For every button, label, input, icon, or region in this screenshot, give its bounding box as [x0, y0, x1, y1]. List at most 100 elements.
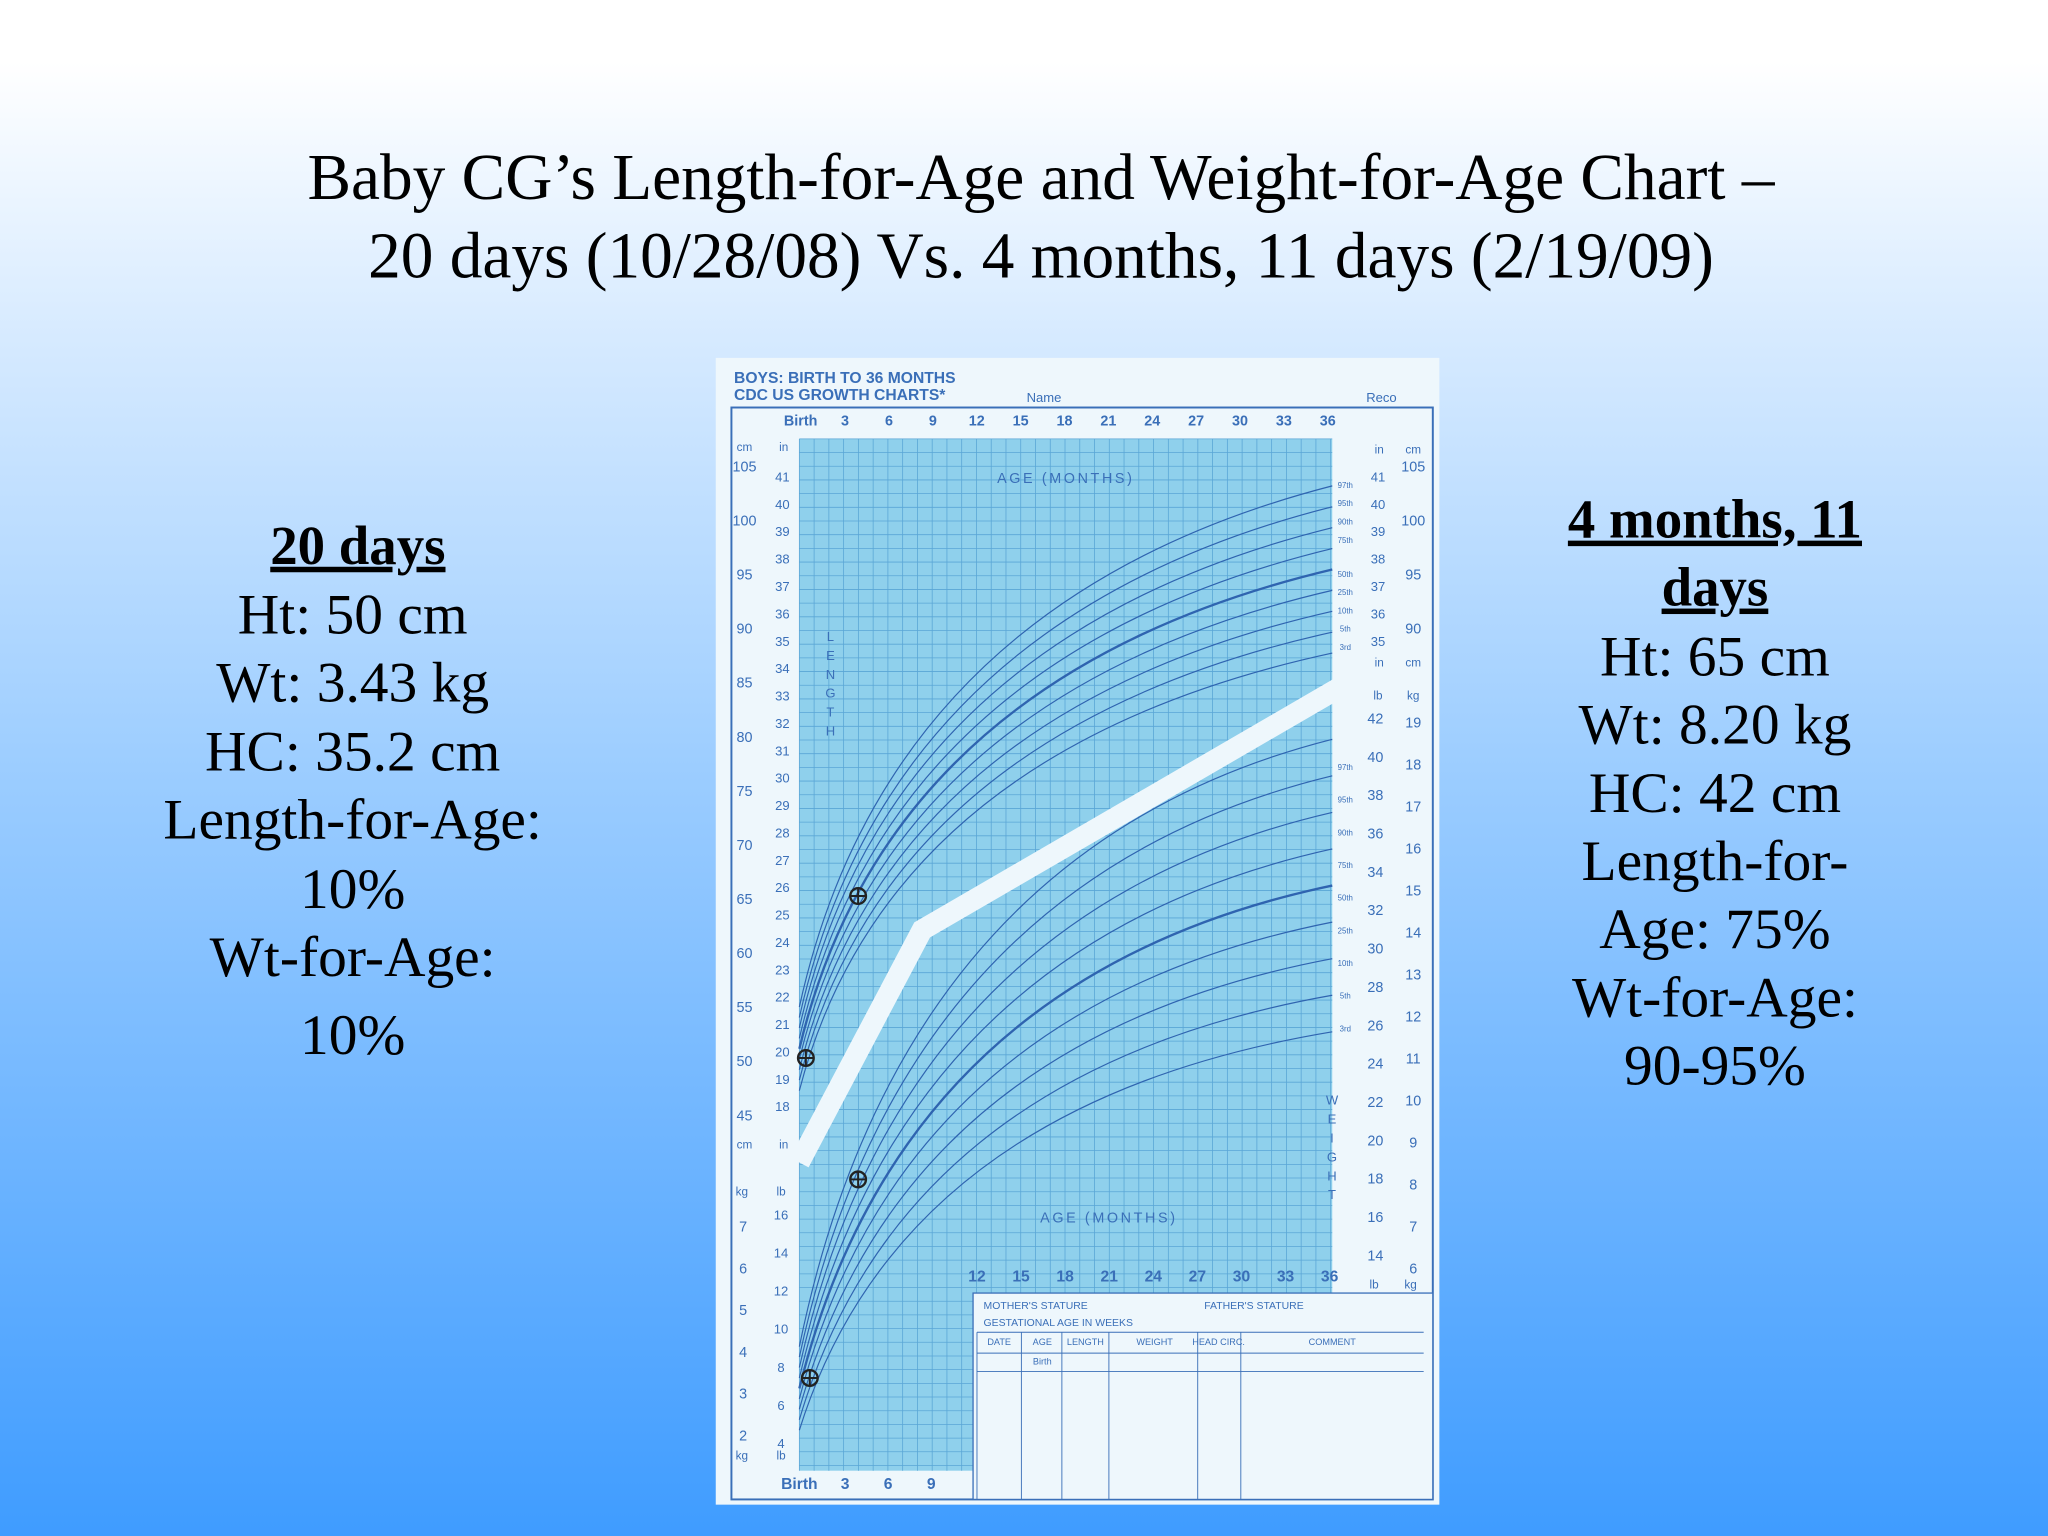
- percentile-label: 3rd: [1340, 1024, 1351, 1033]
- tick-label: 45: [736, 1108, 752, 1124]
- measurement-mark: [801, 1370, 818, 1386]
- panel-line: HC: 35.2 cm: [205, 721, 500, 784]
- tick-label: 2: [739, 1429, 747, 1445]
- table-header: HEAD CIRC.: [1192, 1337, 1245, 1347]
- panel-line: Length-for-Age:: [163, 789, 542, 852]
- measurement-mark: [850, 1171, 866, 1188]
- tick-label: 16: [774, 1207, 789, 1222]
- percentile-label: 3rd: [1340, 643, 1351, 652]
- panel-line: 10%: [300, 1004, 405, 1067]
- age-label: 9: [927, 1476, 936, 1493]
- tick-label: 30: [1367, 942, 1383, 958]
- tick-label: 34: [775, 661, 790, 676]
- tick-label: 60: [736, 946, 752, 962]
- weight-curve: [798, 738, 1333, 1347]
- tick-label: 75: [736, 784, 752, 800]
- panel-heading: 4 months, 11: [1568, 489, 1862, 550]
- tick-label: 70: [736, 838, 752, 854]
- tick-label: 3: [739, 1387, 747, 1403]
- growth-chart: [715, 357, 1440, 1505]
- length-curve: [798, 568, 1333, 1050]
- tick-label: 40: [1371, 497, 1386, 512]
- weight-curve: [798, 848, 1333, 1379]
- panel-heading: days: [1662, 557, 1769, 618]
- unit-label: in: [1375, 444, 1384, 457]
- tick-label: 30: [775, 771, 790, 786]
- tick-label: 33: [775, 689, 790, 704]
- tick-label: 10: [1405, 1093, 1421, 1109]
- percentile-label: 97th: [1338, 763, 1353, 772]
- unit-label: in: [1375, 657, 1384, 670]
- age-label: 12: [969, 414, 985, 430]
- record-table-lines: [976, 1331, 1424, 1500]
- tick-label: 105: [733, 459, 757, 475]
- table-header: AGE: [1033, 1337, 1052, 1347]
- tick-label: 40: [1367, 750, 1383, 766]
- age-axis-title: AGE (MONTHS): [997, 471, 1134, 487]
- tick-label: 40: [775, 497, 790, 512]
- tick-label: 5: [739, 1303, 747, 1319]
- percentile-label: 97th: [1338, 481, 1353, 490]
- tick-label: 24: [1367, 1057, 1383, 1073]
- tick-label: 28: [775, 825, 790, 840]
- age-label: 6: [885, 414, 893, 430]
- tick-label: 6: [739, 1261, 747, 1277]
- unit-label: in: [779, 441, 788, 454]
- age-label: 3: [841, 414, 849, 430]
- tick-label: 29: [775, 798, 790, 813]
- percentile-label: 75th: [1338, 861, 1353, 870]
- tick-label: 9: [1409, 1135, 1417, 1151]
- age-label: 36: [1321, 1269, 1339, 1286]
- age-label: 21: [1100, 414, 1116, 430]
- tick-label: 12: [1405, 1009, 1421, 1025]
- tick-label: 95: [1405, 568, 1421, 584]
- tick-label: 7: [1409, 1219, 1417, 1235]
- weight-curve: [798, 811, 1333, 1368]
- tick-label: 39: [775, 524, 790, 539]
- tick-label: 36: [1367, 827, 1383, 843]
- panel-line: HC: 42 cm: [1589, 762, 1841, 825]
- age-label: 6: [884, 1476, 893, 1493]
- tick-label: 100: [1401, 513, 1425, 529]
- length-curve: [798, 485, 1333, 1008]
- tick-label: 38: [775, 552, 790, 567]
- percentile-label: 95th: [1338, 499, 1353, 508]
- unit-label: cm: [737, 441, 753, 454]
- unit-label: lb: [1373, 689, 1383, 702]
- tick-label: 38: [1371, 552, 1386, 567]
- tick-label: 19: [775, 1072, 790, 1087]
- age-label: 9: [929, 414, 937, 430]
- tick-label: 34: [1367, 865, 1383, 881]
- table-label: MOTHER'S STATURE: [984, 1301, 1088, 1312]
- weight-curve: [798, 1031, 1333, 1431]
- panel-line: Length-for-: [1582, 830, 1849, 893]
- age-label: 24: [1145, 1269, 1163, 1286]
- age-label: 36: [1320, 414, 1336, 430]
- unit-label: kg: [1404, 1278, 1416, 1291]
- slide-title: Baby CG’s Length-for-Age and Weight-for-…: [307, 142, 1775, 214]
- tick-label: 14: [1405, 925, 1421, 941]
- weight-curve: [798, 994, 1333, 1420]
- age-label: 12: [968, 1269, 986, 1286]
- age-label: 30: [1232, 414, 1248, 430]
- weight-curve: [798, 921, 1333, 1400]
- tick-label: 8: [1409, 1177, 1417, 1193]
- panel-line: 90-95%: [1624, 1034, 1806, 1097]
- age-label: 24: [1144, 414, 1160, 430]
- percentile-label: 50th: [1338, 570, 1353, 579]
- table-cell: Birth: [1033, 1357, 1052, 1367]
- percentile-label: 90th: [1338, 518, 1353, 527]
- tick-label: 10: [774, 1322, 789, 1337]
- table-header: WEIGHT: [1136, 1337, 1173, 1347]
- tick-label: 22: [775, 990, 790, 1005]
- tick-label: 6: [777, 1398, 784, 1413]
- panel-line: Wt: 8.20 kg: [1579, 694, 1852, 757]
- percentile-label: 75th: [1338, 536, 1353, 545]
- percentile-label: 95th: [1338, 796, 1353, 805]
- age-label: 21: [1101, 1269, 1119, 1286]
- tick-label: 15: [1405, 883, 1421, 899]
- age-label: 3: [841, 1476, 850, 1493]
- age-label: 27: [1188, 414, 1204, 430]
- tick-label: 90: [736, 622, 752, 638]
- tick-label: 12: [774, 1284, 789, 1299]
